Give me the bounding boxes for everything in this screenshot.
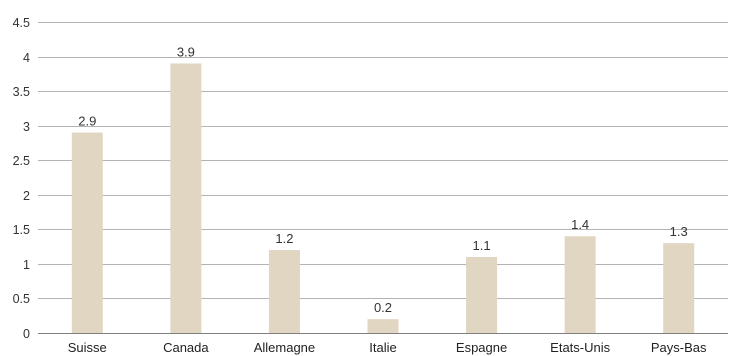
bar xyxy=(564,236,596,333)
bar xyxy=(466,256,498,333)
x-category-label: Canada xyxy=(163,340,209,355)
y-tick-label: 2.5 xyxy=(13,154,30,168)
gridlines xyxy=(38,22,728,334)
x-category-label: Espagne xyxy=(456,340,507,355)
bars xyxy=(71,63,695,333)
y-tick-label: 2 xyxy=(23,189,30,203)
data-label: 1.4 xyxy=(571,217,589,232)
x-category-label: Italie xyxy=(369,340,396,355)
x-category-label: Allemagne xyxy=(254,340,315,355)
bar xyxy=(268,250,300,333)
bar xyxy=(663,243,695,333)
data-label: 1.1 xyxy=(473,238,491,253)
data-label: 1.3 xyxy=(670,224,688,239)
data-labels: 2.9 3.9 1.2 0.2 1.1 1.4 1.3 xyxy=(78,44,688,315)
y-tick-label: 3 xyxy=(23,120,30,134)
y-tick-label: 1.5 xyxy=(13,223,30,237)
data-label: 2.9 xyxy=(78,114,96,129)
bar xyxy=(71,132,103,333)
y-tick-label: 0 xyxy=(23,327,30,341)
bar xyxy=(367,319,399,333)
y-tick-label: 4.5 xyxy=(13,16,30,30)
x-axis-category-labels: Suisse Canada Allemagne Italie Espagne Etats-… xyxy=(68,340,707,355)
x-category-label: Pays-Bas xyxy=(651,340,707,355)
data-label: 3.9 xyxy=(177,44,195,59)
data-label: 0.2 xyxy=(374,300,392,315)
data-label: 1.2 xyxy=(275,231,293,246)
x-category-label: Suisse xyxy=(68,340,107,355)
y-axis-tick-labels: 0 0.5 1 1.5 2 2.5 3 3.5 4 4.5 xyxy=(13,16,30,341)
x-category-label: Etats-Unis xyxy=(550,340,610,355)
y-tick-label: 0.5 xyxy=(13,292,30,306)
bar xyxy=(170,63,202,333)
y-tick-label: 4 xyxy=(23,51,30,65)
y-tick-label: 1 xyxy=(23,258,30,272)
y-tick-label: 3.5 xyxy=(13,85,30,99)
